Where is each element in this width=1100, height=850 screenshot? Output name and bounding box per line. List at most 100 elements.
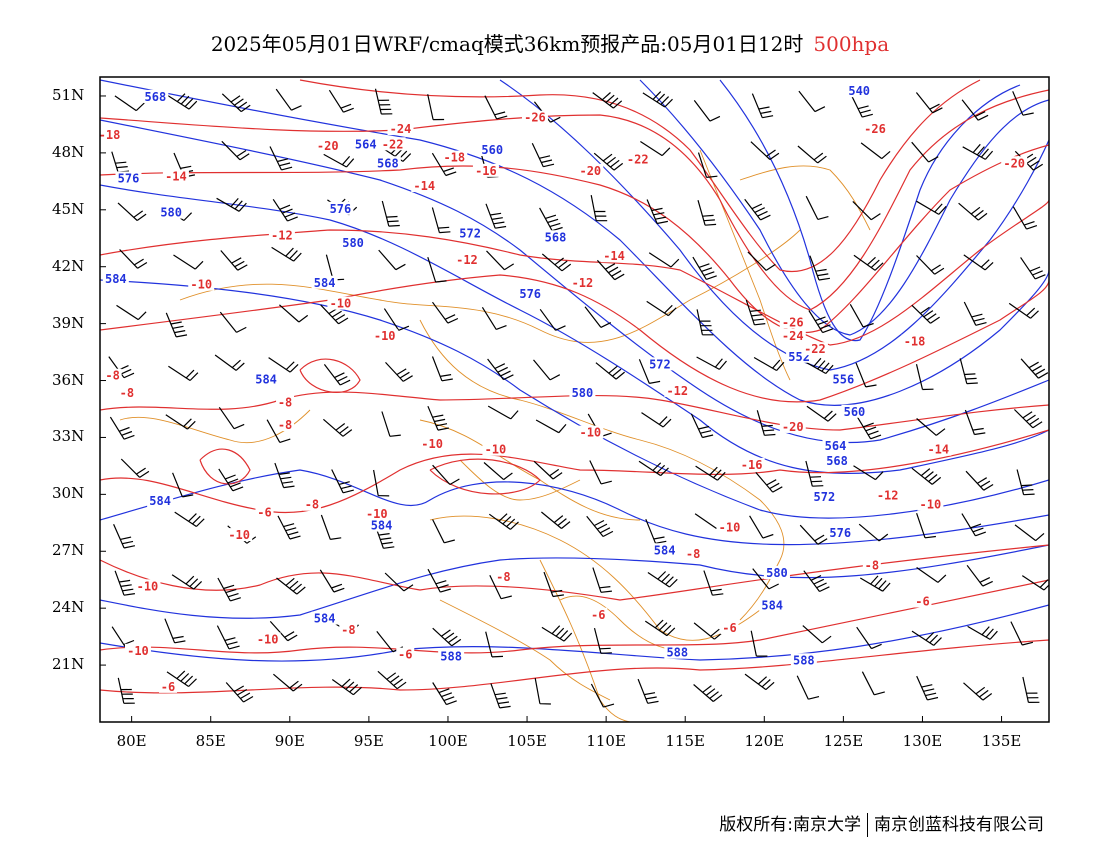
wind-barb	[856, 626, 882, 650]
height-label-bg	[457, 226, 484, 240]
temp-label: -16	[475, 164, 497, 178]
lon-tick-label: 115E	[665, 732, 705, 750]
wind-barb	[331, 678, 362, 696]
lon-tick-label: 120E	[744, 732, 785, 750]
height-label: 564	[825, 439, 847, 453]
wind-barb	[218, 406, 245, 430]
wind-barb	[427, 405, 449, 431]
wind-barb	[487, 358, 514, 381]
height-label-bg	[147, 493, 174, 507]
wind-barb	[962, 143, 994, 160]
temp-label-bg	[453, 253, 480, 267]
geopotential-height-contours	[100, 79, 1049, 662]
height-label: 576	[519, 287, 541, 301]
wind-barb	[431, 152, 457, 177]
temp-label-bg	[441, 150, 468, 164]
wind-barb	[703, 570, 724, 596]
wind-barb	[432, 519, 455, 544]
wind-barb	[796, 675, 820, 700]
wind-barb	[484, 95, 508, 120]
lon-tick-label: 90E	[274, 732, 305, 750]
temp-label: -14	[413, 179, 435, 193]
wind-barb	[916, 567, 947, 583]
temp-label-bg	[624, 152, 651, 166]
wind-barb	[380, 145, 412, 162]
temp-label-bg	[738, 457, 765, 471]
wind-barb	[805, 195, 829, 220]
temp-label: -8	[305, 498, 319, 512]
page-title: 2025年05月01日WRF/cmaq模式36km预报产品:05月01日12时 5…	[0, 28, 1100, 57]
wind-barb	[383, 308, 410, 331]
wind-barb	[109, 416, 135, 440]
temp-label-bg	[327, 296, 354, 310]
wind-barb	[803, 570, 830, 593]
temp-label-bg	[419, 437, 446, 451]
temp-label: -6	[915, 594, 929, 608]
wind-barb	[641, 412, 672, 428]
temp-label-bg	[134, 579, 161, 593]
height-label-bg	[517, 287, 544, 301]
wind-barb	[543, 571, 564, 598]
wind-barb	[797, 145, 827, 164]
temp-label-bg	[779, 315, 806, 329]
lat-tick-label: 48N	[52, 142, 85, 161]
wind-barb	[697, 200, 717, 226]
temp-label: -8	[865, 558, 879, 572]
temp-label: -20	[1003, 156, 1025, 170]
height-label: 584	[255, 373, 277, 387]
wind-barb	[274, 462, 295, 489]
temp-label-bg	[276, 418, 295, 432]
wind-barb	[108, 356, 135, 379]
height-label-bg	[569, 385, 596, 399]
lon-tick-label: 110E	[586, 732, 626, 750]
wind-barb	[225, 682, 254, 703]
temp-label-bg	[577, 425, 604, 439]
temp-label-bg	[664, 383, 691, 397]
temp-label-bg	[226, 528, 253, 542]
wind-barb	[802, 357, 834, 375]
wind-barb	[915, 92, 943, 114]
wind-barb	[911, 630, 942, 646]
temp-label: -10	[190, 278, 212, 292]
temp-label: -8	[496, 570, 510, 584]
wind-barb	[164, 618, 186, 644]
wind-barb	[490, 683, 511, 709]
height-label-bg	[352, 137, 379, 151]
height-label-bg	[158, 205, 185, 219]
temp-label-bg	[100, 127, 123, 141]
temp-label: -16	[741, 458, 763, 472]
temp-label: -20	[782, 420, 804, 434]
wind-barb	[166, 93, 198, 110]
temp-label-bg	[339, 622, 358, 636]
height-label-bg	[830, 372, 857, 386]
wind-barb	[277, 515, 301, 540]
wind-barb	[593, 152, 624, 171]
height-label: 556	[833, 373, 855, 387]
temp-label-bg	[862, 122, 889, 136]
temp-label-bg	[254, 632, 281, 646]
wind-barb	[427, 257, 447, 283]
height-label: 588	[793, 653, 815, 667]
temp-label: -10	[719, 521, 741, 535]
wind-barb	[849, 304, 874, 328]
temp-label: -20	[317, 139, 339, 153]
wind-barb	[486, 250, 515, 271]
wind-barb	[958, 202, 988, 221]
wind-barb	[485, 203, 507, 229]
temp-label-bg	[117, 385, 136, 399]
temp-label: -12	[877, 488, 899, 502]
temp-label-bg	[720, 621, 739, 635]
wind-barb	[432, 464, 460, 486]
wind-barb	[595, 362, 625, 380]
temp-label: -8	[278, 418, 292, 432]
temp-label: -14	[165, 170, 187, 184]
height-label-bg	[790, 653, 817, 667]
wind-barb	[114, 570, 135, 596]
wind-barb	[541, 253, 572, 272]
height-label: 580	[572, 386, 594, 400]
height-label-bg	[253, 372, 280, 386]
lat-tick-label: 33N	[52, 427, 85, 446]
wind-barb	[323, 418, 353, 437]
wind-barb	[858, 523, 889, 542]
